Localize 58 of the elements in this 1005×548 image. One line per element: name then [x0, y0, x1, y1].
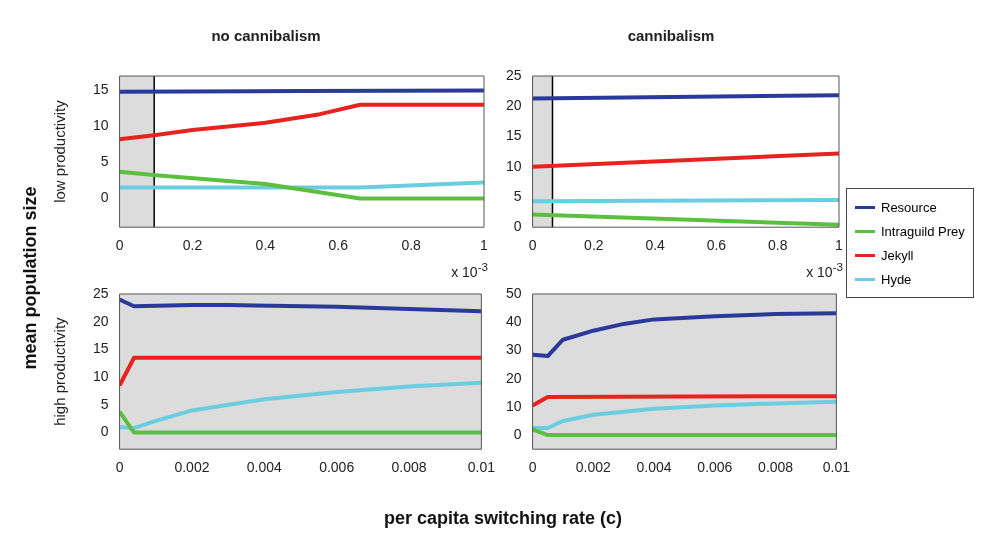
y-tick-label: 15: [92, 81, 109, 98]
x-tick-label: 0.8: [401, 237, 422, 254]
text: mean population size: [19, 186, 41, 370]
x-tick-label: 0.6: [328, 237, 349, 254]
legend-label: Jekyll: [881, 247, 914, 263]
y-tick-label: 0: [100, 189, 109, 206]
y-tick-label: 25: [505, 66, 522, 83]
text: x 10$^{-3}$: [451, 260, 488, 280]
x-tick-label: 0.004: [636, 459, 672, 476]
x-tick-label: 0.002: [575, 459, 612, 476]
legend-label: Resource: [881, 199, 937, 215]
y-tick-label: 20: [505, 97, 522, 114]
y-tick-label: 30: [505, 341, 522, 358]
x-tick-label: 0.004: [246, 459, 283, 476]
x-tick-label: 0.008: [758, 459, 794, 476]
y-tick-label: 5: [513, 187, 522, 204]
x-tick-label: 0.002: [174, 459, 210, 476]
legend-label: Intraguild Prey: [881, 223, 965, 239]
y-tick-label: 5: [100, 395, 109, 412]
chart-title: cannibalism: [627, 27, 715, 45]
y-tick-label: 25: [92, 284, 109, 301]
x-tick-label: 0.006: [697, 459, 733, 476]
y-tick-label: 10: [505, 157, 522, 174]
y-tick-label: 50: [505, 284, 522, 301]
x-tick-label: 0.008: [391, 459, 427, 476]
x-tick-label: 0.2: [584, 237, 604, 254]
x-tick-label: 1: [835, 237, 844, 254]
x-tick-label: 0.01: [467, 459, 496, 476]
y-tick-label: 10: [92, 368, 109, 384]
y-axis-title: high productivity: [51, 316, 69, 426]
y-tick-label: 10: [92, 117, 109, 134]
y-tick-label: 0: [513, 425, 522, 442]
y-tick-label: 10: [505, 397, 522, 414]
x-tick-label: 0: [528, 459, 537, 476]
x-tick-label: 0.006: [319, 459, 355, 476]
y-tick-label: 0: [100, 423, 109, 440]
text: x 10$^{-3}$: [806, 260, 843, 280]
x-tick-label: 0.4: [255, 237, 276, 254]
x-tick-label: 0.8: [767, 237, 788, 254]
y-tick-label: 40: [505, 313, 522, 330]
y-tick-label: 0: [513, 218, 522, 235]
x-tick-label: 0: [115, 459, 124, 476]
x-tick-label: 0.4: [645, 237, 666, 254]
x-tick-label: 0.01: [822, 459, 851, 476]
y-tick-label: 5: [100, 153, 109, 170]
y-axis-title: low productivity: [51, 99, 69, 203]
chart-title: no cannibalism: [211, 27, 321, 45]
y-tick-label: 15: [505, 127, 522, 144]
x-tick-label: 1: [480, 237, 489, 254]
x-axis-title: per capita switching rate (c): [382, 508, 624, 529]
y-tick-label: 20: [92, 312, 109, 329]
y-tick-label: 15: [92, 340, 109, 357]
x-tick-label: 0: [528, 237, 537, 254]
legend-label: Hyde: [881, 271, 912, 287]
x-tick-label: 0: [115, 237, 124, 254]
y-tick-label: 20: [505, 369, 522, 386]
x-tick-label: 0.2: [182, 237, 203, 254]
x-tick-label: 0.6: [706, 237, 727, 254]
